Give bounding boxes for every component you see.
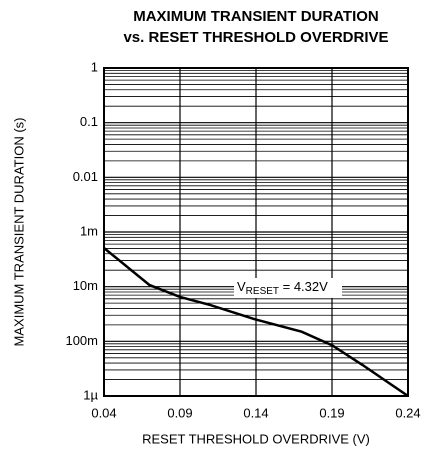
annotation-main: V [237,279,246,294]
x-tick-label: 0.04 [91,405,116,420]
x-tick-label: 0.09 [167,405,192,420]
annotation-bg [234,278,342,298]
y-axis-label: MAXIMUM TRANSIENT DURATION (s) [11,118,26,347]
y-tick-label: 1 [91,59,98,74]
x-axis-label: RESET THRESHOLD OVERDRIVE (V) [142,431,370,446]
chart-title: MAXIMUM TRANSIENT DURATION [133,8,379,25]
x-tick-label: 0.24 [395,405,420,420]
data-line [103,247,409,398]
annotation-suffix: = 4.32V [279,279,328,294]
y-tick-label: 100m [65,333,98,348]
annotation-subscript: RESET [246,286,279,297]
y-tick-label: 10m [73,278,98,293]
annotation: VRESET = 4.32V [237,279,328,296]
x-tick-label: 0.19 [319,405,344,420]
y-tick-label: 1µ [83,387,98,402]
y-tick-label: 1m [80,223,98,238]
plot-frame [103,67,409,397]
y-tick-label: 0.1 [80,114,98,129]
chart-title: vs. RESET THRESHOLD OVERDRIVE [123,29,388,46]
x-tick-label: 0.14 [243,405,268,420]
y-tick-label: 0.01 [73,169,98,184]
